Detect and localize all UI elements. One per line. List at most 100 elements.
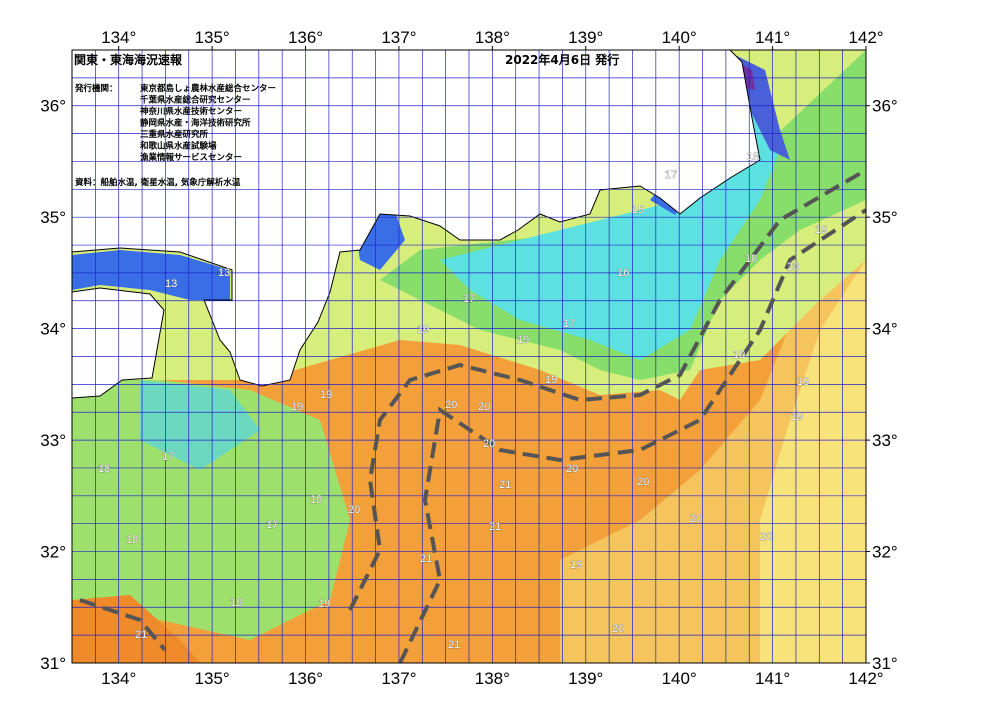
contour-label: 20	[483, 438, 495, 450]
contour-label: 19	[320, 389, 332, 401]
y-tick-label: 33°	[40, 431, 66, 450]
data-source: 資料：船舶水温, 衛星水温, 気象庁解析水温	[74, 177, 241, 188]
x-tick-label: 136°	[288, 28, 323, 47]
publisher: 三重県水産研究所	[140, 129, 209, 140]
kuroshio-axis	[398, 208, 866, 663]
publisher-list: 東京都島しょ農林水産総合センター千葉県水産総合研究センター神奈川県水産技術センタ…	[140, 83, 276, 163]
contour-label: 20	[478, 401, 490, 413]
y-tick-label: 35°	[40, 208, 66, 227]
contour-label: 19	[570, 559, 582, 571]
x-tick-label: 141°	[755, 669, 790, 688]
sea-kii	[140, 380, 260, 470]
contour-label: 20	[760, 531, 772, 543]
x-tick-label: 142°	[848, 669, 883, 688]
contour-label: 19	[417, 324, 429, 336]
x-tick-label: 140°	[662, 28, 697, 47]
seto-sea	[72, 250, 230, 300]
contour-label: 20	[348, 504, 360, 516]
publisher: 漁業情報サービスセンター	[140, 152, 242, 163]
publisher: 神奈川県水産技術センター	[140, 106, 242, 117]
contour-label: 19	[733, 349, 745, 361]
x-tick-label: 141°	[755, 28, 790, 47]
x-tick-label: 137°	[381, 28, 416, 47]
x-tick-label: 137°	[381, 669, 416, 688]
x-tick-label: 142°	[848, 28, 883, 47]
contour-label: 19	[545, 374, 557, 386]
contour-label: 18	[98, 463, 110, 475]
y-tick-label: 36°	[40, 97, 66, 116]
contour-label: 17	[563, 318, 575, 330]
contour-label: 13	[165, 278, 177, 290]
map-frame	[71, 49, 867, 664]
y-tick-label: 35°	[872, 208, 898, 227]
land-honshu	[72, 50, 761, 387]
contour-label: 20	[566, 463, 578, 475]
x-tick-label: 134°	[101, 669, 136, 688]
x-tick-label: 139°	[568, 669, 603, 688]
contour-label: 18	[745, 253, 757, 265]
publisher: 東京都島しょ農林水産総合センター	[140, 83, 276, 94]
contour-label: 20	[637, 476, 649, 488]
contour-label: 19	[517, 334, 529, 346]
x-tick-label: 136°	[288, 669, 323, 688]
sea-cyan	[440, 90, 780, 360]
contour-label: 17	[463, 293, 475, 305]
contour-label: 21	[420, 553, 432, 565]
contour-label: 19	[291, 401, 303, 413]
contour-label: 13	[218, 267, 230, 279]
publisher: 千葉県水産総合研究センター	[140, 95, 251, 106]
contour-label: 21	[135, 629, 147, 641]
front-line	[79, 598, 167, 652]
y-tick-label: 33°	[872, 431, 898, 450]
x-tick-label: 135°	[195, 669, 230, 688]
contour-label: 18	[126, 534, 138, 546]
y-tick-label: 34°	[40, 320, 66, 339]
y-tick-label: 32°	[40, 543, 66, 562]
x-tick-label: 134°	[101, 28, 136, 47]
contour-label: 21	[499, 479, 511, 491]
x-tick-label: 138°	[475, 28, 510, 47]
sea-green-west	[72, 380, 350, 640]
contour-label: 17	[665, 169, 677, 181]
y-tick-label: 34°	[872, 320, 898, 339]
contour-label: 20	[787, 261, 799, 273]
sea-yellow	[760, 260, 866, 663]
contour-label: 20	[612, 623, 624, 635]
contour-label: 18	[747, 151, 759, 163]
contour-label: 17	[266, 519, 278, 531]
contour-label: 19	[791, 411, 803, 423]
land-shikoku	[72, 287, 165, 399]
y-tick-label: 36°	[872, 97, 898, 116]
kuroshio-axis	[348, 168, 866, 611]
axes: 134° 134° 135° 135° 136° 136° 137° 137° 138° 138°…	[40, 28, 897, 688]
x-tick-label: 140°	[662, 669, 697, 688]
x-tick-label: 135°	[195, 28, 230, 47]
contour-label: 19	[797, 376, 809, 388]
y-tick-label: 32°	[872, 543, 898, 562]
y-tick-label: 31°	[40, 654, 66, 673]
contour-label: 15	[632, 204, 644, 216]
x-tick-label: 138°	[475, 669, 510, 688]
contour-label: 18	[310, 494, 322, 506]
contour-label: 20	[445, 399, 457, 411]
contour-label: 21	[448, 639, 460, 651]
contour-label: 20	[690, 513, 702, 525]
issue-date: 2022年4月6日 発行	[505, 52, 619, 67]
contour-label: 17	[162, 451, 174, 463]
sea-orange-sw	[72, 595, 200, 663]
map-area: 13 13 15 16 17 17 17 18 18 19 19 19 19 19 20 20 20 21 21 21…	[72, 50, 866, 663]
contour-label: 19	[815, 224, 827, 236]
y-tick-label: 31°	[872, 654, 898, 673]
lat-lon-grid	[72, 50, 866, 663]
x-tick-label: 139°	[568, 28, 603, 47]
map-title: 関東・東海海況速報	[74, 52, 183, 67]
publisher: 和歌山県水産試験場	[140, 141, 217, 152]
contour-label: 21	[489, 521, 501, 533]
contour-label: 19	[318, 598, 330, 610]
contour-label: 16	[617, 267, 629, 279]
publisher-heading: 発行機関：	[74, 83, 118, 94]
publisher: 静岡県水産・海洋技術研究所	[140, 118, 251, 129]
contour-labels: 13 13 15 16 17 17 17 18 18 19 19 19 19 19 20 20 20 21 21 21…	[98, 151, 828, 652]
contour-label: 18	[230, 597, 242, 609]
